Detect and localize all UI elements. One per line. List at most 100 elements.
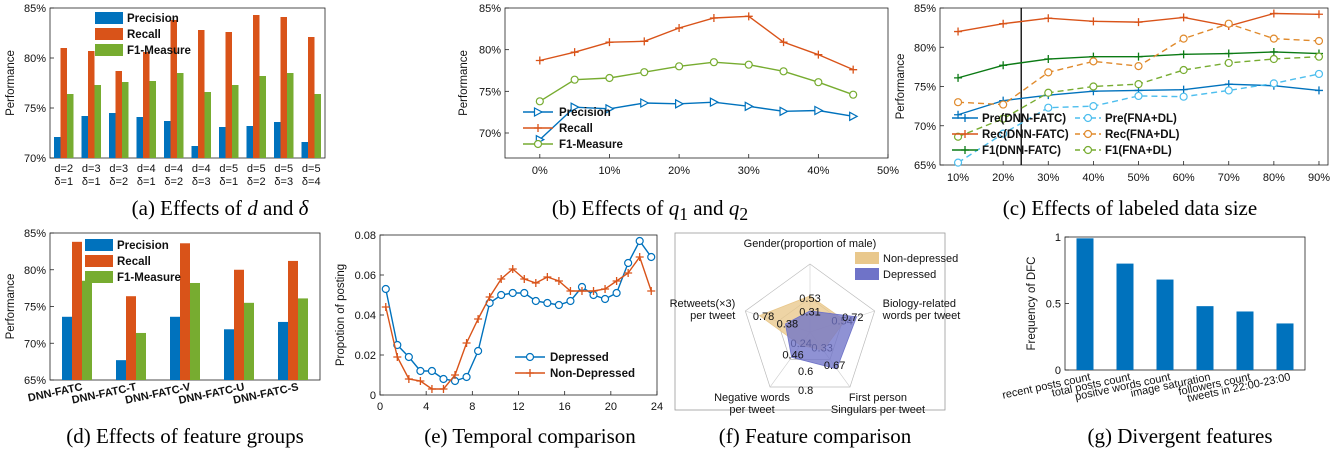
bar-f1-measure-1 — [94, 85, 101, 158]
bar-recall-1 — [88, 51, 95, 158]
legend-label-5: F1(FNA+DL) — [1105, 145, 1172, 157]
point-2-1 — [999, 61, 1008, 70]
point-0-5 — [709, 97, 720, 108]
radar-axis-label2-4: per tweet — [690, 310, 735, 322]
y-axis-label: Performance — [458, 50, 470, 116]
point-5-0 — [953, 132, 963, 141]
point-1-22 — [635, 253, 644, 261]
caption-b: (b) Effects of q1 and q2 — [551, 196, 749, 225]
bar-recall-3 — [234, 269, 244, 380]
point-3-3 — [1089, 102, 1098, 111]
point-5-4 — [1134, 80, 1143, 89]
legend-marker-5 — [1083, 145, 1093, 155]
point-0-7 — [462, 372, 471, 382]
point-2-6 — [744, 60, 753, 69]
x-tick-label: 20 — [605, 401, 617, 413]
bar-precision-4 — [164, 121, 171, 158]
point-1-6 — [744, 12, 753, 21]
chart-feature-radar: 0.530.540.330.240.780.310.720.670.460.38… — [670, 232, 960, 416]
radar-value-1-0: 0.31 — [799, 307, 820, 319]
bar-precision-7 — [246, 126, 253, 158]
point-5-8 — [1314, 52, 1324, 61]
point-2-9 — [849, 90, 858, 99]
point-2-2 — [605, 73, 614, 83]
point-5-3 — [1089, 82, 1098, 91]
x-tick-label: 10% — [947, 172, 969, 184]
x-tick-label-d: d=5 — [247, 163, 266, 175]
caption-e: (e) Temporal comparison — [424, 424, 636, 448]
legend-marker-0 — [525, 352, 535, 362]
bar-recall-8 — [280, 17, 287, 158]
point-0-15 — [554, 300, 563, 310]
chart-labeled-data-size: 65% 70% 75% 80% 85% 10% 20% 30% 40% 50% 60% 70% 80% 9… — [895, 3, 1330, 184]
point-2-3 — [640, 68, 649, 77]
legend-swatch-0 — [95, 12, 123, 24]
point-0-5 — [1179, 85, 1188, 94]
plot-frame — [504, 7, 889, 159]
point-3-8 — [1314, 69, 1324, 79]
x-tick-label-delta: δ=3 — [274, 176, 293, 188]
y-tick-label: 70% — [479, 128, 501, 140]
point-0-8 — [1314, 86, 1323, 95]
point-1-7 — [462, 339, 471, 347]
point-2-4 — [1134, 52, 1143, 61]
plot-frame — [49, 7, 326, 159]
x-tick-label: 8 — [469, 401, 475, 413]
legend-label-1: Recall — [117, 256, 151, 268]
point-1-20 — [612, 277, 621, 285]
point-3-5 — [1179, 92, 1188, 101]
bar-f1-measure-2 — [122, 82, 129, 158]
legend-swatch-1 — [95, 28, 123, 40]
bar-precision-3 — [136, 117, 143, 158]
x-tick-label: 40% — [807, 165, 829, 177]
y-tick-label: 80% — [24, 53, 46, 65]
y-tick-label: 75% — [479, 86, 501, 98]
point-4-3 — [1089, 57, 1098, 66]
legend-label-2: F1(DNN-FATC) — [982, 145, 1061, 157]
x-tick-label: 90% — [1308, 172, 1330, 184]
caption-a: (a) Effects of d and δ — [131, 196, 309, 220]
point-5-1 — [999, 114, 1008, 123]
point-1-0 — [535, 56, 544, 65]
bar-recall-5 — [198, 30, 205, 158]
x-tick-label-d: d=3 — [82, 163, 101, 175]
y-tick-label: 80% — [24, 265, 46, 277]
chart-temporal-comparison: 0 0.02 0.04 0.06 0.08 0 4 8 12 16 20 24 Propotion of… — [335, 230, 663, 413]
bar-precision-0 — [62, 316, 72, 380]
plot-frame — [939, 7, 1329, 166]
legend-label-2: F1-Measure — [559, 139, 623, 151]
y-tick-label: 0.5 — [1046, 299, 1061, 311]
point-0-12 — [520, 288, 529, 298]
point-5-7 — [1269, 54, 1278, 64]
y-tick-label: 0 — [1055, 365, 1061, 377]
y-tick-label: 85% — [24, 3, 46, 15]
bar-recall-7 — [253, 15, 260, 158]
bar-recall-6 — [225, 32, 232, 158]
point-1-3 — [416, 377, 425, 385]
radar-value-1-1: 0.72 — [842, 312, 863, 324]
point-1-5 — [1179, 13, 1188, 22]
point-5-2 — [1044, 88, 1053, 97]
bar-f1-measure-5 — [204, 92, 211, 158]
x-tick-label-delta: δ=1 — [82, 176, 101, 188]
chart-feature-groups: 65%70%75%80%85%DNN-FATCDNN-FATC-TDNN-FAT… — [5, 228, 321, 407]
point-0-14 — [543, 298, 552, 308]
bar-recall-1 — [126, 296, 136, 380]
point-2-4 — [674, 62, 684, 71]
y-tick-label: 85% — [479, 3, 501, 15]
y-tick-label: 0.06 — [355, 270, 376, 282]
y-axis-label: Frequency of DFC — [1026, 257, 1038, 351]
x-tick-label: 0 — [377, 401, 383, 413]
series-line-0 — [385, 239, 652, 382]
x-tick-label: 16 — [559, 401, 571, 413]
point-1-2 — [1044, 14, 1053, 23]
y-tick-label: 65% — [24, 375, 46, 387]
legend-label-1: Recall — [559, 123, 593, 135]
bar-precision-8 — [274, 122, 281, 158]
x-tick-label: 80% — [1263, 172, 1285, 184]
legend-marker-2 — [961, 146, 969, 154]
point-2-8 — [814, 78, 823, 87]
x-tick-label: 20% — [668, 165, 690, 177]
y-tick-label: 70% — [914, 121, 936, 133]
